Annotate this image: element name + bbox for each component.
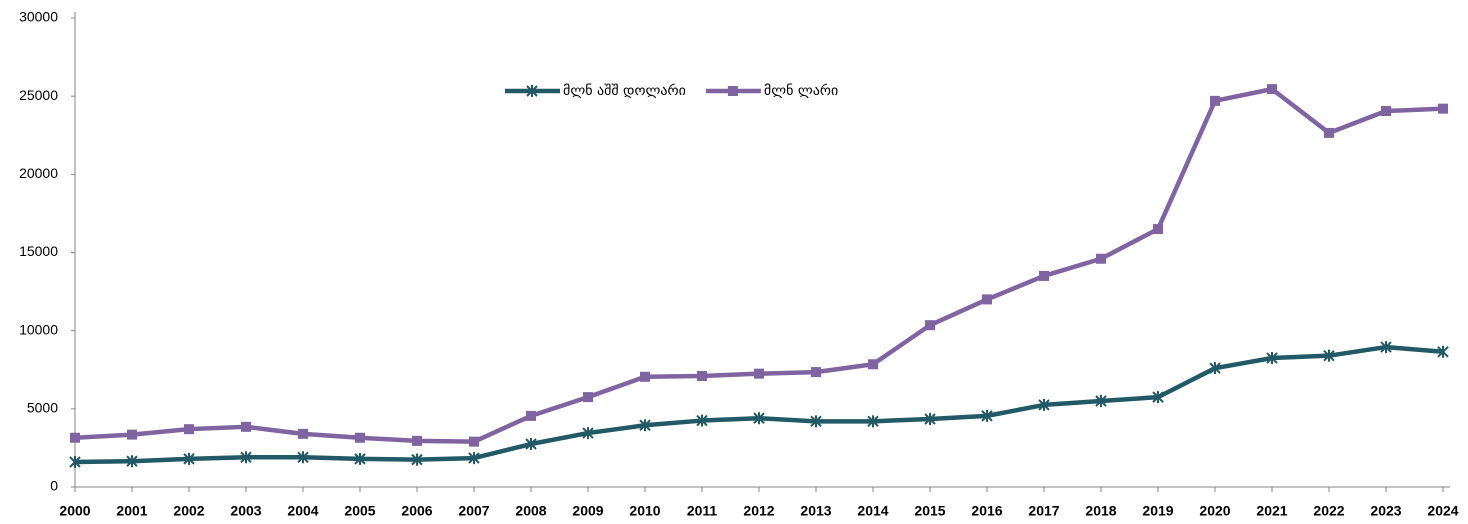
data-point	[469, 436, 479, 447]
data-point	[583, 392, 593, 403]
data-point	[811, 367, 821, 378]
data-point	[754, 368, 764, 379]
data-point	[354, 452, 366, 465]
x-tick-label: 2001	[116, 503, 147, 519]
data-point	[1266, 352, 1278, 365]
data-point	[69, 455, 81, 468]
data-point	[183, 452, 195, 465]
data-point	[1323, 349, 1335, 362]
legend-label: მლნ აშშ დოლარი	[563, 82, 686, 99]
y-tick-label: 0	[50, 478, 58, 494]
data-point	[298, 428, 308, 439]
x-tick-label: 2018	[1085, 503, 1116, 519]
y-tick-label: 5000	[27, 400, 58, 416]
data-point	[925, 320, 935, 331]
data-point	[753, 412, 765, 425]
data-point	[1152, 391, 1164, 404]
data-point	[696, 414, 708, 427]
data-point	[1095, 395, 1107, 408]
y-tick-label: 10000	[19, 321, 58, 337]
data-point	[1438, 103, 1448, 114]
data-point	[1096, 253, 1106, 264]
data-point	[127, 429, 137, 440]
y-tick-label: 25000	[19, 87, 58, 103]
legend-marker	[526, 85, 538, 97]
x-tick-label: 2009	[572, 503, 603, 519]
data-point	[412, 435, 422, 446]
data-point	[582, 427, 594, 440]
data-point	[184, 424, 194, 435]
data-point	[355, 432, 365, 443]
x-tick-label: 2005	[344, 503, 375, 519]
x-tick-label: 2008	[515, 503, 546, 519]
legend-marker	[727, 86, 738, 96]
x-tick-label: 2021	[1256, 503, 1287, 519]
data-point	[924, 412, 936, 425]
data-point	[1039, 270, 1049, 281]
y-tick-label: 30000	[19, 9, 58, 25]
data-point	[1038, 398, 1050, 411]
x-tick-label: 2020	[1199, 503, 1230, 519]
x-tick-label: 2003	[230, 503, 261, 519]
x-tick-label: 2016	[971, 503, 1002, 519]
data-point	[981, 409, 993, 422]
data-point	[411, 453, 423, 466]
data-point	[1324, 127, 1334, 138]
x-tick-label: 2013	[800, 503, 831, 519]
x-tick-label: 2023	[1370, 503, 1401, 519]
data-point	[639, 419, 651, 432]
data-point	[241, 421, 251, 432]
x-tick-label: 2014	[857, 503, 888, 519]
x-tick-label: 2007	[458, 503, 489, 519]
data-point	[297, 451, 309, 464]
series-line	[74, 86, 1444, 444]
y-tick-label: 20000	[19, 165, 58, 181]
x-tick-label: 2002	[173, 503, 204, 519]
data-point	[640, 371, 650, 382]
data-point	[697, 371, 707, 382]
x-tick-label: 2015	[914, 503, 945, 519]
data-point	[1209, 362, 1221, 375]
x-tick-label: 2004	[287, 503, 318, 519]
data-point	[1267, 84, 1277, 95]
y-tick-label: 15000	[19, 243, 58, 259]
data-point	[867, 415, 879, 428]
x-tick-label: 2017	[1028, 503, 1059, 519]
data-point	[1153, 224, 1163, 235]
data-point	[526, 410, 536, 421]
series-line	[74, 344, 1444, 465]
x-tick-label: 2000	[59, 503, 90, 519]
x-tick-label: 2024	[1427, 503, 1458, 519]
x-tick-label: 2010	[629, 503, 660, 519]
data-point	[1381, 106, 1391, 117]
x-tick-label: 2019	[1142, 503, 1173, 519]
x-tick-label: 2022	[1313, 503, 1344, 519]
data-point	[1380, 341, 1392, 354]
data-point	[1210, 95, 1220, 106]
legend-label: მლნ ლარი	[764, 82, 838, 99]
data-point	[810, 415, 822, 428]
data-point	[868, 359, 878, 370]
data-point	[1437, 345, 1449, 358]
data-point	[982, 294, 992, 305]
x-tick-label: 2011	[687, 503, 718, 519]
data-point	[70, 432, 80, 443]
x-tick-label: 2006	[401, 503, 432, 519]
data-point	[525, 438, 537, 451]
data-point	[468, 452, 480, 465]
x-tick-label: 2012	[743, 503, 774, 519]
data-point	[126, 455, 138, 468]
data-point	[240, 451, 252, 464]
